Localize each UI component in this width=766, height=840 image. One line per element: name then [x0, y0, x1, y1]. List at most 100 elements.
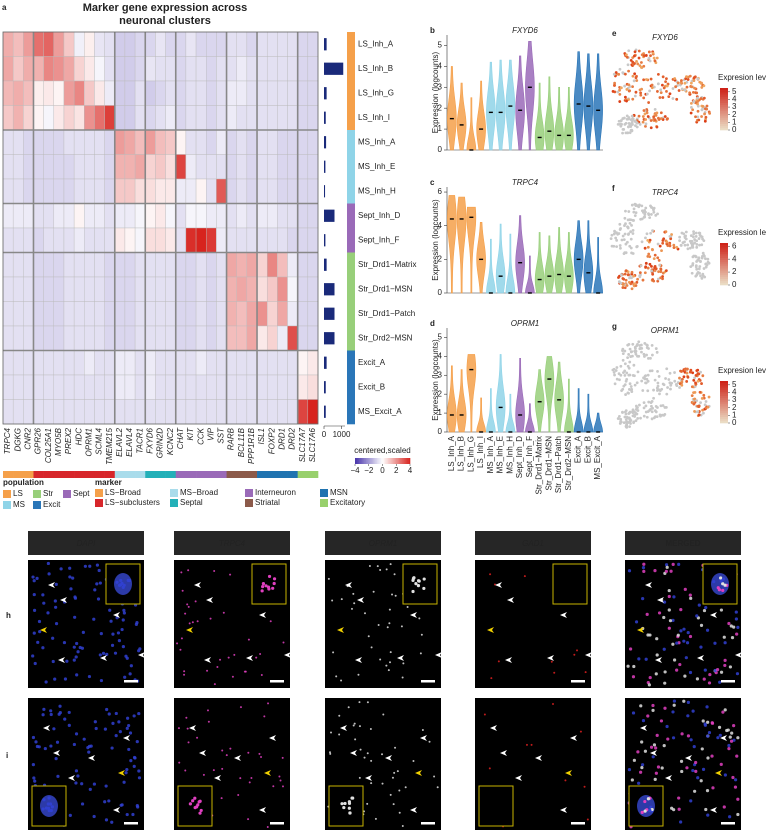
heatmap-cell	[114, 399, 126, 425]
heatmap-cell	[2, 129, 14, 155]
heatmap-cell	[114, 227, 126, 253]
cell-signal	[122, 780, 126, 784]
umap-point	[621, 349, 624, 352]
umap-point	[652, 279, 656, 283]
cell-signal	[398, 811, 401, 814]
umap-point	[694, 381, 697, 385]
heatmap-cell	[145, 227, 156, 253]
cell-signal	[685, 766, 689, 770]
umap-point	[639, 91, 643, 95]
panel-title: TRPC4	[512, 178, 539, 187]
cell-signal	[628, 647, 633, 651]
umap-point	[702, 84, 706, 88]
umap-point	[632, 420, 636, 424]
cell-signal	[120, 803, 124, 807]
cell-signal	[406, 606, 409, 609]
cell-signal	[564, 779, 567, 782]
cell-signal	[107, 799, 111, 803]
cell-signal	[122, 608, 126, 612]
panel-label: d	[430, 319, 435, 328]
heatmap-cell	[43, 31, 55, 57]
cell-signal	[682, 699, 686, 703]
legend-swatch	[3, 490, 11, 498]
cell-signal	[664, 569, 668, 574]
gene-label: TACR1	[135, 428, 144, 454]
heatmap-cell	[84, 129, 95, 155]
cell-signal	[676, 633, 680, 637]
heatmap-cell	[12, 227, 24, 253]
arrowhead	[560, 612, 567, 618]
heatmap-cell	[256, 350, 268, 376]
cell-signal	[188, 622, 191, 625]
umap-point	[623, 232, 627, 236]
cell-signal	[717, 725, 722, 729]
cell-signal	[116, 631, 121, 635]
cell-signal	[221, 767, 224, 770]
heatmap-cell	[124, 301, 136, 327]
heatmap-cell	[206, 203, 217, 229]
cell-signal	[31, 762, 35, 767]
cell-signal	[732, 724, 736, 728]
colorbar-step	[361, 458, 364, 464]
inset-puncta	[261, 585, 265, 589]
umap-point	[704, 400, 708, 403]
cell-signal	[209, 617, 212, 620]
heatmap-cell	[185, 129, 197, 155]
umap-point	[621, 410, 624, 414]
heatmap-cell	[145, 276, 156, 302]
x-tick-label: LS_Inh_A	[447, 435, 456, 471]
heatmap-cell	[155, 325, 166, 351]
cell-signal	[672, 699, 677, 703]
heatmap-cell	[266, 276, 278, 302]
umap-point	[641, 389, 645, 392]
heatmap-cell	[206, 252, 217, 278]
heatmap-cell	[185, 276, 197, 302]
heatmap-cell	[165, 105, 176, 131]
cell-signal	[178, 761, 181, 764]
heatmap-cell	[43, 276, 55, 302]
heatmap-cell	[43, 374, 55, 400]
umap-point	[630, 270, 634, 274]
colorbar-step	[720, 387, 728, 390]
marker-strip	[175, 471, 187, 478]
inset-puncta	[417, 579, 421, 583]
legend-label: Sept	[73, 489, 90, 498]
umap-point	[632, 210, 636, 214]
umap-point	[649, 119, 653, 122]
arrowhead	[715, 770, 722, 776]
violin	[593, 412, 603, 433]
heatmap-cell	[195, 399, 207, 425]
umap-point	[630, 120, 634, 124]
umap-point	[625, 55, 629, 59]
heatmap-cell	[277, 325, 288, 351]
cell-signal	[379, 658, 382, 661]
cell-signal	[664, 563, 669, 567]
cell-signal	[657, 611, 662, 615]
umap-point	[643, 342, 647, 345]
cell-signal	[723, 658, 727, 662]
colorbar-step	[720, 391, 728, 394]
cell-signal	[278, 775, 281, 778]
umap-point	[659, 267, 663, 271]
cluster-label: Str_Drd1−Patch	[358, 309, 415, 318]
heatmap-cell	[2, 178, 14, 204]
marker-strip	[287, 471, 298, 478]
heatmap-cell	[114, 129, 126, 155]
colorbar-step	[383, 458, 386, 464]
heatmap-cell	[256, 31, 268, 57]
heatmap-cell	[104, 129, 115, 155]
umap-point	[629, 58, 633, 62]
cell-signal	[49, 709, 53, 713]
arrowhead	[410, 807, 417, 813]
cell-signal	[41, 593, 45, 597]
heatmap-cell	[43, 129, 55, 155]
cell-signal	[655, 653, 659, 657]
heatmap-cell	[175, 203, 187, 229]
colorbar-step	[374, 458, 376, 464]
umap-point	[631, 118, 634, 122]
violin	[466, 97, 477, 151]
cell-signal	[229, 747, 232, 750]
umap-point	[644, 265, 648, 269]
cell-signal	[74, 732, 79, 736]
cell-signal	[109, 619, 113, 623]
